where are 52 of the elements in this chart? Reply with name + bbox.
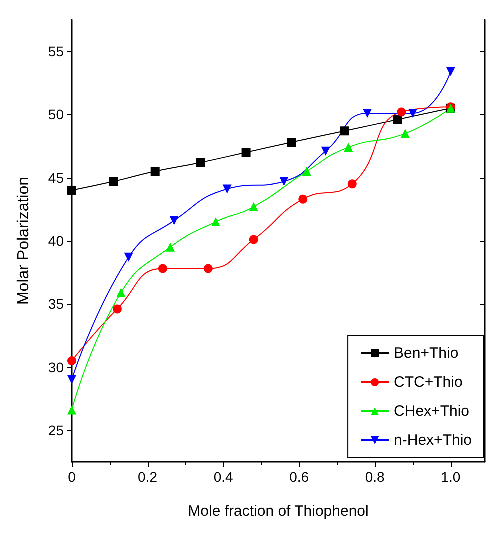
x-tick-label: 0.8	[365, 469, 386, 485]
point	[348, 180, 357, 189]
point	[204, 264, 213, 274]
point	[397, 108, 406, 117]
point	[321, 146, 330, 156]
point	[340, 126, 350, 136]
legend-label: Ben+Thio	[394, 345, 459, 362]
point	[166, 242, 176, 252]
point	[116, 288, 126, 298]
point	[249, 202, 258, 212]
point	[68, 186, 76, 195]
y-tick-label: 45	[48, 170, 64, 186]
point	[408, 108, 418, 118]
point	[280, 177, 289, 186]
x-tick-label: 1.0	[441, 469, 461, 485]
x-tick-label: 0.4	[214, 469, 234, 485]
point	[344, 143, 354, 152]
legend-label: n-Hex+Thio	[394, 432, 472, 449]
y-tick-label: 40	[48, 233, 64, 249]
y-tick-label: 50	[48, 106, 64, 123]
y-tick-label: 30	[48, 359, 64, 376]
legend-label: CTC+Thio	[394, 374, 463, 391]
legend-label: CHex+Thio	[394, 403, 470, 420]
y-axis-title: Molar Polarization	[16, 176, 32, 306]
point	[211, 218, 220, 227]
point	[393, 115, 402, 124]
point	[446, 67, 456, 76]
point	[112, 304, 122, 314]
point	[249, 235, 258, 244]
point	[68, 406, 76, 415]
point	[400, 129, 410, 138]
point	[124, 252, 134, 262]
point	[287, 138, 296, 147]
point	[302, 167, 312, 176]
y-tick-label: 25	[48, 422, 64, 438]
point	[222, 184, 232, 194]
point	[68, 375, 76, 384]
x-tick-label: 0.6	[290, 469, 310, 485]
point	[158, 264, 168, 274]
point	[68, 356, 76, 366]
point	[150, 167, 160, 176]
x-tick-label: 0.2	[138, 469, 158, 485]
x-axis-title: Mole fraction of Thiophenol	[188, 503, 369, 520]
y-tick-label: 35	[48, 296, 64, 312]
point	[242, 148, 251, 158]
point	[363, 108, 372, 118]
point	[170, 216, 179, 226]
point	[196, 158, 206, 168]
x-tick-label: 0	[68, 469, 76, 485]
y-tick-label: 55	[48, 44, 64, 60]
point	[109, 177, 118, 186]
point	[298, 194, 308, 204]
